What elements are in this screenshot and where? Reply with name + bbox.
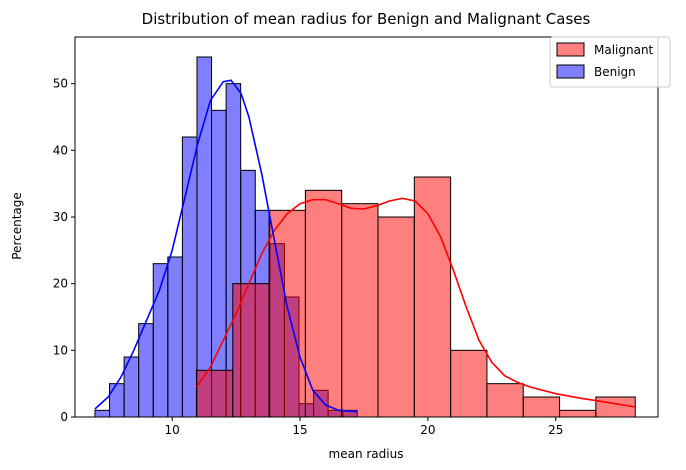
plot-area <box>94 56 636 418</box>
plot-frame <box>74 36 659 418</box>
y-tick-label-30: 30 <box>53 210 68 224</box>
x-axis-ticks: 10 15 20 25 <box>165 417 563 437</box>
benign-bar-3 <box>138 323 154 418</box>
legend-label-malignant: Malignant <box>594 43 654 57</box>
malignant-kde-line <box>195 197 636 408</box>
malignant-bar-10 <box>559 409 597 418</box>
y-axis-label: Percentage <box>10 192 24 260</box>
benign-bar-5 <box>167 256 183 418</box>
x-tick-label-25: 25 <box>548 423 563 437</box>
benign-kde-line <box>94 79 358 413</box>
legend-label-benign: Benign <box>594 65 636 79</box>
legend: Malignant Benign <box>549 36 671 88</box>
malignant-bar-7 <box>450 349 488 418</box>
y-axis-ticks: 0 10 20 30 40 50 <box>53 77 75 424</box>
malignant-bar-6 <box>413 176 452 418</box>
benign-bar-0 <box>94 409 111 418</box>
y-tick-label-20: 20 <box>53 277 68 291</box>
legend-swatch-benign <box>556 64 585 79</box>
benign-bar-1 <box>109 383 125 418</box>
benign-bar-7 <box>196 56 213 418</box>
legend-swatch-malignant <box>556 42 585 57</box>
malignant-bar-1 <box>232 283 270 418</box>
malignant-bar-5 <box>377 216 415 418</box>
malignant-bar-9 <box>522 396 561 418</box>
y-tick-label-40: 40 <box>53 143 68 157</box>
malignant-bar-4 <box>341 203 379 418</box>
y-tick-label-0: 0 <box>60 410 68 424</box>
kde-curves <box>94 79 636 413</box>
y-tick-label-10: 10 <box>53 343 68 357</box>
x-tick-label-20: 20 <box>420 423 435 437</box>
y-tick-label-50: 50 <box>53 77 68 91</box>
x-tick-label-10: 10 <box>165 423 180 437</box>
malignant-bar-0 <box>195 369 234 418</box>
malignant-bar-8 <box>486 383 524 418</box>
malignant-bar-11 <box>595 396 636 418</box>
x-tick-label-15: 15 <box>292 423 307 437</box>
x-axis-label: mean radius <box>329 447 404 461</box>
chart-title: Distribution of mean radius for Benign a… <box>142 10 591 28</box>
